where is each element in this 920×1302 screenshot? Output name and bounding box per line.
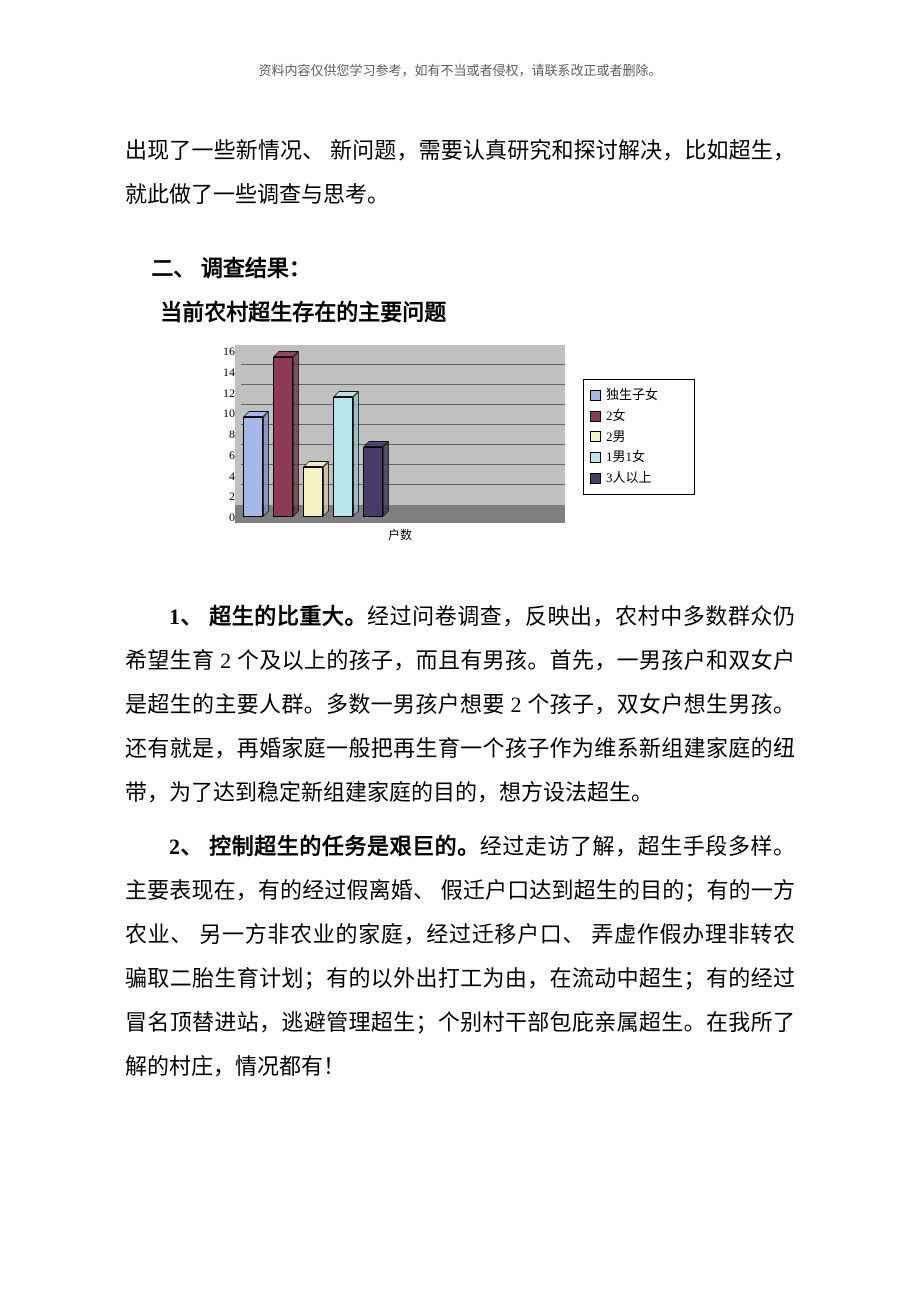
legend-row: 1男1女 — [590, 447, 686, 468]
bar-front — [303, 467, 323, 517]
bar-chart: 1614121086420 户数 独生子女2女2男1男1女3人以上 — [205, 345, 565, 545]
intro-paragraph: 出现了一些新情况、 新问题，需要认真研究和探讨解决，比如超生，就此做了一些调查与… — [125, 129, 795, 217]
legend-swatch — [590, 390, 601, 401]
legend-row: 2女 — [590, 406, 686, 427]
page-header-note: 资料内容仅供您学习参考，如有不当或者侵权，请联系改正或者删除。 — [125, 60, 795, 79]
paragraph-2: 2、 控制超生的任务是艰巨的。经过走访了解，超生手段多样。主要表现在，有的经过假… — [125, 825, 795, 1089]
bar — [333, 397, 357, 517]
chart-x-label: 户数 — [235, 525, 565, 545]
y-tick: 10 — [223, 407, 235, 419]
y-tick: 16 — [223, 345, 235, 357]
legend-label: 3人以上 — [606, 468, 652, 489]
bar — [243, 417, 267, 517]
bar — [303, 467, 327, 517]
chart-plot-outer: 户数 — [235, 345, 565, 545]
legend-label: 1男1女 — [606, 447, 645, 468]
bar-front — [243, 417, 263, 517]
chart-bars — [243, 345, 557, 517]
legend-label: 2女 — [606, 406, 626, 427]
section-2-heading: 二、 调查结果： — [125, 247, 795, 291]
legend-swatch — [590, 411, 601, 422]
section-2-subheading: 当前农村超生存在的主要问题 — [125, 291, 795, 335]
chart-legend: 独生子女2女2男1男1女3人以上 — [583, 379, 695, 495]
bar-front — [273, 357, 293, 517]
p1-num-b: 2 — [510, 692, 521, 717]
p2-body: 经过走访了解，超生手段多样。主要表现在，有的经过假离婚、 假迁户口达到超生的目的… — [125, 834, 795, 1079]
p1-lead: 1、 超生的比重大。 — [169, 604, 367, 629]
bar-side — [293, 351, 299, 517]
legend-swatch — [590, 452, 601, 463]
bar-side — [353, 391, 359, 517]
chart-y-axis: 1614121086420 — [205, 345, 235, 545]
paragraph-1: 1、 超生的比重大。经过问卷调查，反映出，农村中多数群众仍希望生育 2 个及以上… — [125, 595, 795, 815]
p1-num-a: 2 — [220, 648, 231, 673]
y-tick: 12 — [223, 387, 235, 399]
legend-row: 独生子女 — [590, 385, 686, 406]
bar-front — [333, 397, 353, 517]
bar — [273, 357, 297, 517]
bar-front — [363, 447, 383, 517]
legend-label: 独生子女 — [606, 385, 658, 406]
legend-swatch — [590, 473, 601, 484]
legend-row: 2男 — [590, 427, 686, 448]
p2-lead: 2、 控制超生的任务是艰巨的。 — [169, 834, 480, 859]
bar-side — [263, 411, 269, 517]
bar-side — [323, 461, 329, 517]
legend-swatch — [590, 431, 601, 442]
bar-side — [383, 441, 389, 517]
chart-plot-area — [235, 345, 565, 523]
legend-label: 2男 — [606, 427, 626, 448]
bar — [363, 447, 387, 517]
legend-row: 3人以上 — [590, 468, 686, 489]
y-tick: 14 — [223, 366, 235, 378]
